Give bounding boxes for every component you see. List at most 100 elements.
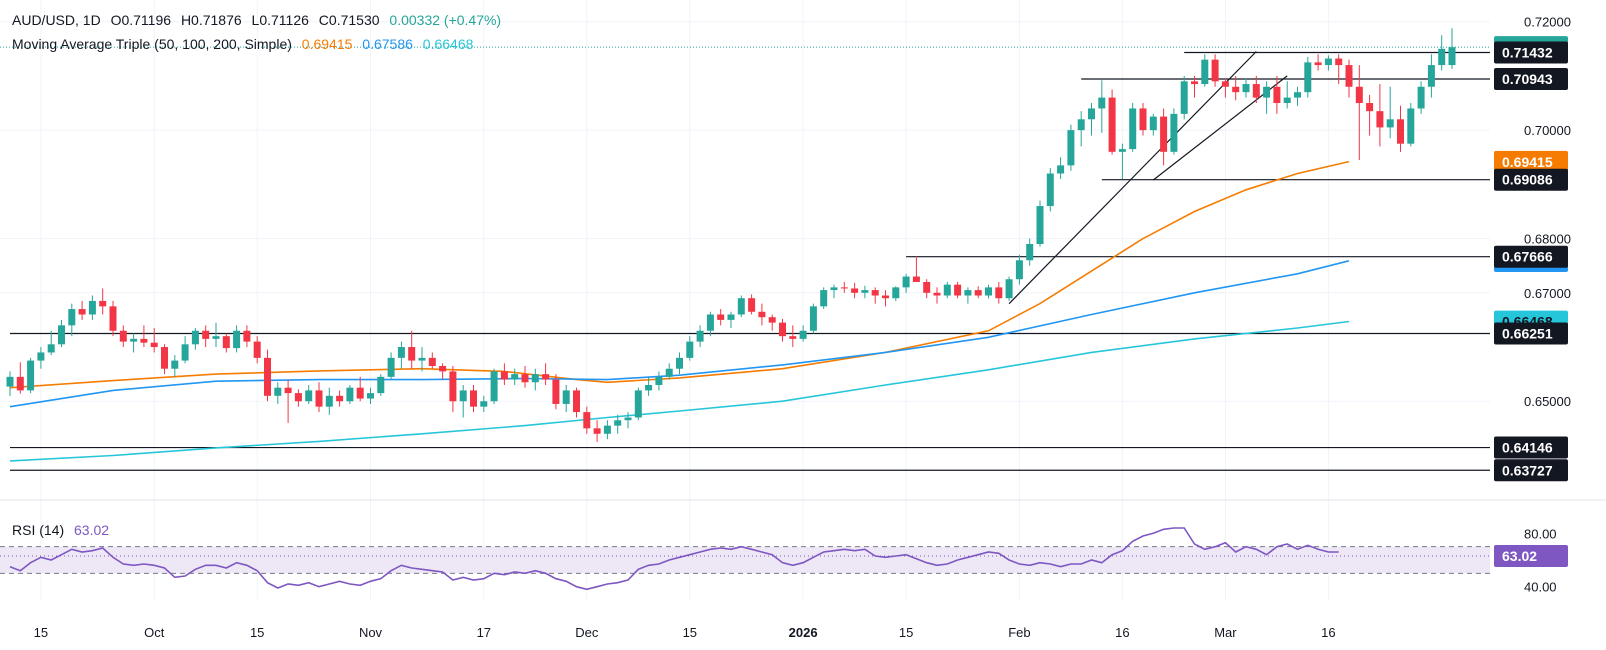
candle <box>305 384 313 404</box>
candle-body <box>809 306 817 331</box>
candle-body <box>78 309 86 315</box>
candle-body <box>840 287 848 289</box>
candle-body <box>1067 130 1075 166</box>
candle-body <box>1273 86 1281 104</box>
candle-body <box>634 390 642 418</box>
candle-body <box>315 390 323 407</box>
candle <box>861 285 869 299</box>
candle <box>655 371 663 391</box>
candle-body <box>1376 111 1384 128</box>
candle-body <box>202 330 210 339</box>
candle <box>830 284 838 299</box>
ma-label: Moving Average Triple (50, 100, 200, Sim… <box>12 36 292 52</box>
level-tag-text: 0.63727 <box>1502 462 1553 478</box>
candle-body <box>655 376 663 385</box>
candle-body <box>99 300 107 307</box>
candle-body <box>799 330 807 339</box>
time-tick-label: Mar <box>1214 625 1237 640</box>
price-tick-label: 0.65000 <box>1524 394 1571 409</box>
candle-body <box>830 287 838 291</box>
time-tick-label: Dec <box>575 625 599 640</box>
candle <box>552 374 560 410</box>
candle <box>1345 59 1353 98</box>
rsi-tick-label: 40.00 <box>1524 580 1557 595</box>
candle-body <box>1263 86 1271 98</box>
candle-body <box>974 290 982 296</box>
candle <box>1036 200 1044 247</box>
candle <box>1273 75 1281 114</box>
rsi-line <box>9 527 1339 591</box>
candle-body <box>562 390 570 404</box>
ma-line-ma50 <box>9 160 1350 389</box>
candle-body <box>130 338 138 342</box>
time-tick-label: 15 <box>683 625 697 640</box>
candle <box>315 382 323 413</box>
candle <box>500 363 508 385</box>
candle <box>809 303 817 334</box>
price-axis[interactable]: 0.72000 0.70000 0.68000 0.67000 0.65000 80.00… <box>1494 15 1571 595</box>
candle-body <box>1335 58 1343 66</box>
candle-body <box>1324 58 1332 66</box>
candle-body <box>892 287 900 299</box>
candle-body <box>1057 165 1065 174</box>
candle <box>1139 103 1147 136</box>
candlesticks <box>6 28 1456 442</box>
candle-body <box>356 387 364 399</box>
horizontal-levels[interactable] <box>0 46 1490 471</box>
candle-body <box>459 390 467 402</box>
candle-body <box>346 387 354 402</box>
candle-body <box>871 290 879 296</box>
open-value: O0.71196 <box>110 12 172 28</box>
candle <box>727 311 735 329</box>
candle-body <box>1160 116 1168 152</box>
time-tick-label: Feb <box>1008 625 1030 640</box>
candle-body <box>222 336 230 349</box>
candle-body <box>1201 59 1209 85</box>
candle <box>933 287 941 304</box>
ma50-value: 0.69415 <box>301 36 353 52</box>
candle <box>336 390 344 407</box>
candle-body <box>1242 84 1250 93</box>
candle <box>68 303 76 337</box>
candle <box>1376 84 1384 147</box>
candle <box>58 319 65 348</box>
candle <box>202 325 210 348</box>
ma-legend: Moving Average Triple (50, 100, 200, Sim… <box>12 36 479 52</box>
candle <box>840 281 848 293</box>
candle <box>1366 94 1374 136</box>
candle <box>6 371 14 396</box>
time-axis[interactable]: 15 Oct 15 Nov 17 Dec 15 2026 15 Feb 16 Mar 16 <box>34 625 1336 640</box>
candle <box>367 387 374 404</box>
candle-body <box>737 298 745 315</box>
candle <box>37 347 45 369</box>
candle-body <box>1221 81 1229 87</box>
candle-body <box>583 412 591 429</box>
candle-body <box>954 284 962 296</box>
candle-body <box>573 390 580 413</box>
candle-body <box>418 357 426 361</box>
candle <box>943 281 951 299</box>
candle-body <box>449 371 457 402</box>
candle <box>1201 54 1209 87</box>
candle-body <box>1304 62 1312 93</box>
candle <box>542 363 550 385</box>
candle-body <box>68 309 76 326</box>
level-tag: 0.67666 <box>1494 245 1568 268</box>
time-tick-label: Nov <box>359 625 383 640</box>
candle <box>140 325 148 348</box>
candle <box>1397 105 1404 152</box>
candle <box>356 376 364 402</box>
candle <box>1232 75 1240 101</box>
candle-body <box>1077 119 1085 131</box>
ma-tag: 0.69415 <box>1494 150 1568 173</box>
candle-body <box>1366 103 1374 112</box>
trendline <box>1008 51 1257 305</box>
candle <box>1314 54 1322 71</box>
low-value: L0.71126 <box>251 12 309 28</box>
level-tag-bg <box>1494 68 1568 91</box>
ma-line-ma200 <box>9 320 1350 462</box>
candle-body <box>1088 108 1095 120</box>
candle <box>789 325 797 348</box>
time-tick-label: 16 <box>1321 625 1335 640</box>
